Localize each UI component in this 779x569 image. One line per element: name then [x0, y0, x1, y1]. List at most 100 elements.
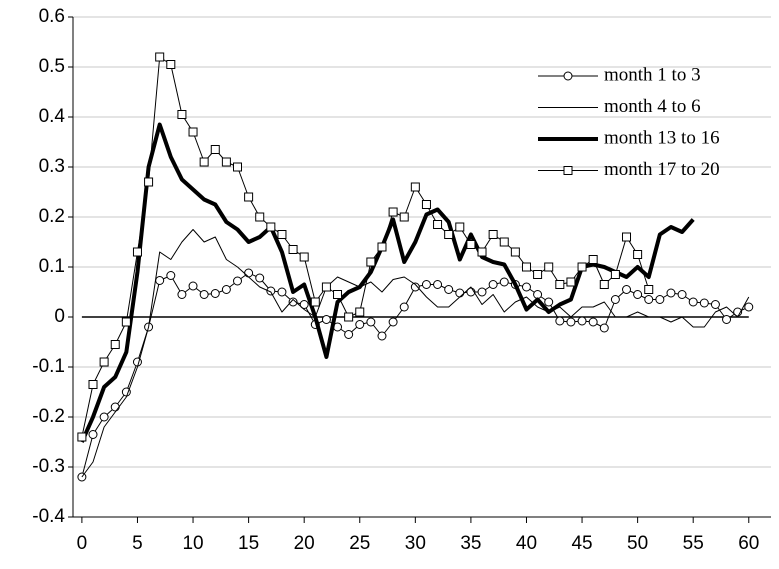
- series-line: [81, 229, 750, 478]
- marker: [333, 290, 343, 299]
- marker: [188, 127, 198, 137]
- marker: [588, 255, 598, 264]
- marker: [266, 286, 276, 296]
- marker: [377, 331, 387, 341]
- x-tick-label: 15: [238, 533, 259, 554]
- marker: [444, 285, 454, 294]
- marker: [677, 290, 687, 299]
- y-tick-label: -0.2: [32, 406, 65, 427]
- marker: [277, 230, 287, 239]
- marker: [610, 295, 620, 304]
- marker: [544, 297, 554, 307]
- y-tick-label: 0.6: [39, 6, 65, 27]
- marker: [110, 402, 120, 412]
- marker: [477, 247, 487, 257]
- marker: [455, 288, 465, 298]
- marker: [299, 252, 309, 262]
- marker: [433, 280, 443, 289]
- y-tick-label: 0.2: [39, 206, 65, 227]
- marker: [421, 280, 431, 289]
- marker: [144, 177, 154, 187]
- marker: [355, 320, 365, 329]
- marker: [399, 212, 409, 222]
- marker: [699, 298, 709, 308]
- x-tick-label: 45: [571, 533, 592, 554]
- marker: [221, 157, 231, 167]
- y-tick-label: 0: [54, 306, 65, 327]
- marker: [622, 232, 632, 242]
- x-tick-label: 5: [132, 533, 143, 554]
- marker: [355, 307, 365, 317]
- marker: [221, 285, 231, 294]
- marker: [433, 220, 443, 229]
- marker: [255, 273, 265, 283]
- marker: [321, 282, 331, 292]
- marker: [488, 230, 498, 239]
- marker: [521, 282, 531, 292]
- series-line: [80, 122, 695, 443]
- x-tick-label: 40: [516, 533, 537, 554]
- x-tick-label: 55: [683, 533, 704, 554]
- marker: [555, 280, 565, 289]
- marker: [177, 110, 187, 119]
- marker: [77, 432, 87, 442]
- marker: [744, 302, 754, 312]
- marker: [88, 380, 98, 389]
- marker: [199, 157, 209, 167]
- marker: [710, 300, 720, 309]
- marker: [210, 289, 220, 298]
- marker: [132, 357, 142, 367]
- marker: [410, 182, 420, 192]
- marker: [466, 240, 476, 249]
- legend-label: month 13 to 16: [604, 127, 720, 148]
- marker: [666, 288, 676, 298]
- marker: [388, 317, 398, 327]
- marker: [577, 262, 587, 272]
- marker: [99, 412, 109, 422]
- marker: [188, 281, 198, 291]
- marker: [388, 207, 398, 217]
- marker: [566, 317, 576, 327]
- marker: [121, 317, 131, 327]
- x-tick-label: 30: [405, 533, 426, 554]
- marker: [499, 237, 509, 247]
- marker: [610, 270, 620, 279]
- marker: [210, 145, 220, 154]
- marker: [544, 262, 554, 272]
- marker: [644, 295, 654, 304]
- marker: [533, 290, 543, 299]
- marker: [155, 52, 165, 62]
- marker: [633, 250, 643, 259]
- marker: [166, 271, 176, 280]
- marker: [510, 247, 520, 257]
- marker: [599, 323, 609, 333]
- y-tick-label: 0.1: [39, 256, 65, 277]
- marker: [88, 430, 98, 439]
- marker: [232, 276, 242, 286]
- marker: [477, 287, 487, 297]
- marker: [455, 222, 465, 232]
- marker: [344, 312, 354, 322]
- marker: [410, 282, 420, 292]
- marker: [521, 262, 531, 272]
- marker: [110, 340, 120, 349]
- marker: [155, 276, 165, 285]
- marker: [277, 287, 287, 297]
- legend-marker: [563, 71, 573, 81]
- marker: [488, 280, 498, 289]
- marker: [99, 357, 109, 367]
- marker: [244, 268, 254, 278]
- marker: [288, 245, 298, 254]
- marker: [366, 317, 376, 327]
- marker: [421, 200, 431, 209]
- marker: [588, 317, 598, 327]
- marker: [299, 300, 309, 309]
- marker: [577, 316, 587, 326]
- y-tick-label: -0.4: [32, 506, 65, 527]
- x-tick-label: 35: [460, 533, 481, 554]
- marker: [644, 285, 654, 294]
- marker: [499, 277, 509, 287]
- marker: [599, 280, 609, 289]
- x-tick-label: 0: [77, 533, 88, 554]
